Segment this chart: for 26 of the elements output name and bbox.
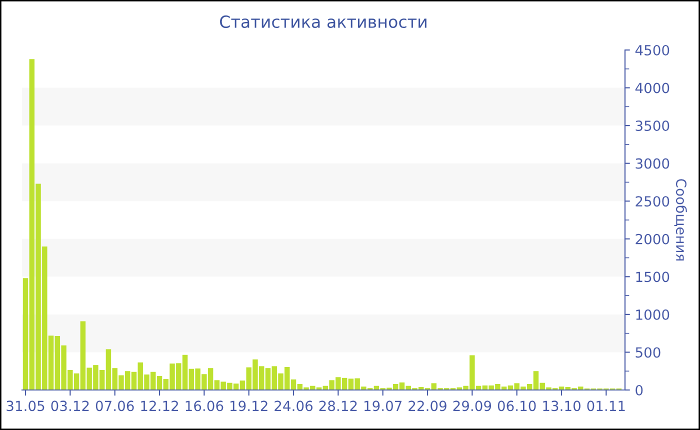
x-tick-label: 12.12: [141, 400, 178, 411]
y-tick-label: 3500: [636, 120, 670, 132]
y-tick-label: 500: [636, 347, 660, 358]
x-tick-label: 24.06: [274, 400, 313, 412]
y-tick-label: 0: [636, 384, 643, 396]
x-tick-label: 13.10: [543, 400, 580, 412]
x-tick-label: 06.10: [498, 400, 536, 412]
x-tick-label: 22.09: [408, 400, 446, 412]
x-tick-label: 03.12: [51, 400, 89, 412]
x-tick-label: 01.11: [587, 400, 625, 412]
y-axis-title: Сообщения: [674, 179, 687, 260]
x-tick-label: 19.12: [230, 400, 268, 412]
y-tick-label: 2500: [636, 196, 670, 207]
y-tick-label: 1500: [636, 272, 670, 282]
x-tick-label: 16.06: [186, 400, 224, 412]
y-tick-label: 4000: [635, 82, 670, 94]
y-tick-label: 2000: [636, 234, 670, 244]
x-tick-label: 28.12: [319, 400, 357, 412]
x-tick-label: 07.06: [96, 400, 134, 412]
y-tick-label: 3000: [636, 158, 670, 169]
y-tick-label: 1000: [636, 309, 670, 320]
chart-title: Статистика активности: [220, 15, 426, 28]
x-tick-label: 29.09: [453, 400, 492, 412]
x-tick-label: 19.07: [364, 400, 402, 412]
x-tick-label: 31.05: [6, 400, 44, 412]
y-tick-label: 4500: [635, 44, 670, 56]
